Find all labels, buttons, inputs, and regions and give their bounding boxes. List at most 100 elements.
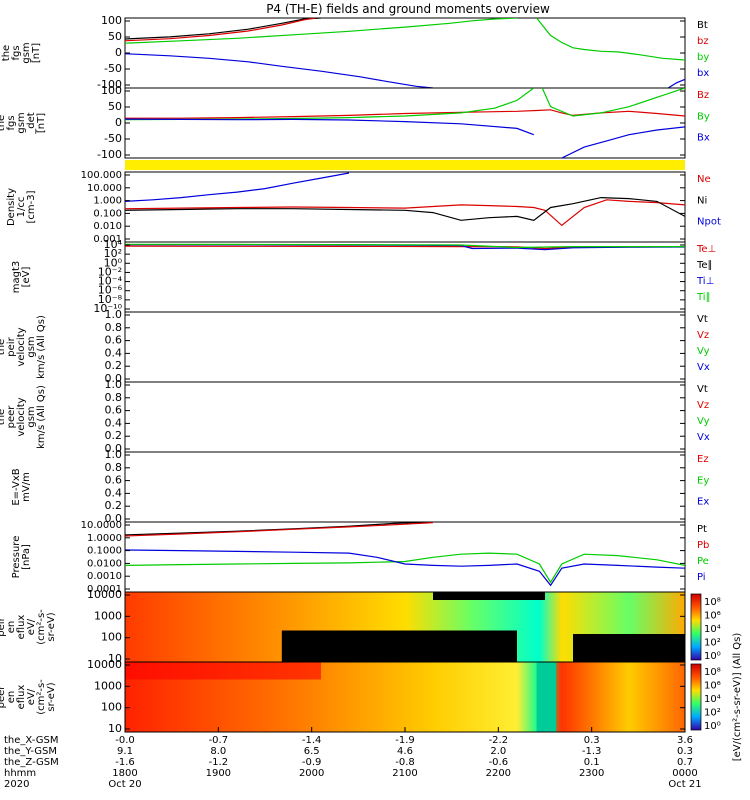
ytick-label-3-6: 10⁻⁸ (98, 293, 123, 306)
legend-7-0: Pt (697, 524, 707, 535)
series-pressure-Pb (125, 522, 434, 537)
panel-frame-5 (124, 381, 686, 453)
ylabel-line-1-0: the (0, 115, 7, 131)
ytick-label-1-4: -100 (97, 148, 122, 161)
ytick-label-6-0: 1.0 (105, 448, 123, 461)
ylabel-line-2-2: [cm-3] (26, 190, 37, 223)
colorbar-8 (690, 593, 702, 661)
xaxis-value-3-0: -1.9 (395, 735, 415, 746)
ylabel-line-5-3: gsm (26, 406, 37, 427)
ytick-label-7-4: 0.0010 (87, 571, 122, 582)
ylabel-line-9-4: eV/ (26, 688, 37, 705)
legend-5-2: Vy (697, 416, 710, 427)
colorbar-tick-8-2: 10⁴ (704, 624, 721, 635)
colorbar-tick-9-1: 10⁶ (704, 681, 721, 692)
ytick-label-5-3: 0.4 (105, 416, 123, 429)
ylabel-line-5-0: the (0, 409, 7, 425)
xaxis-value-1-3: 1900 (206, 768, 231, 779)
ytick-label-0-0: 100 (101, 14, 122, 27)
ytick-label-3-1: 10² (104, 247, 122, 260)
legend-5-3: Vx (697, 432, 710, 443)
panel-peer-en-eflux: 10000 1000 100 10 thepeerenefluxeV/(cm²-s-sr… (0, 658, 721, 735)
legend-7-1: Pb (697, 540, 709, 551)
legend-4-0: Vt (697, 314, 708, 325)
ytick-label-5-1: 0.8 (105, 391, 123, 404)
xaxis-value-4-0: -2.2 (489, 735, 509, 746)
ytick-label-1-0: 100 (101, 84, 122, 97)
legend-0-0: Bt (697, 20, 708, 31)
ytick-label-8-2: 100 (101, 631, 122, 644)
xaxis-value-2-2: -0.9 (302, 757, 322, 768)
ylabel-line-8-1: peir (0, 616, 7, 636)
ylabel-line-4-4: km/s (All Qs) (36, 315, 47, 379)
ylabel-line-8-4: eV/ (26, 618, 37, 635)
ytick-label-5-5: 0.0 (105, 442, 123, 455)
ytick-label-2-0: 100.000 (81, 170, 122, 181)
ytick-label-4-3: 0.4 (105, 346, 123, 359)
panel-peir-en-eflux: 10000 1000 100 10 thepeirenefluxeV/(cm²-s-sr… (0, 588, 743, 761)
panel-frame-1 (124, 87, 686, 159)
xaxis-value-0-1: 9.1 (117, 746, 133, 757)
ylabel-6: E=-VxB mV/m (11, 468, 32, 505)
legend-0-3: bx (697, 68, 709, 79)
ylabel-line-8-6: sr-eV) (46, 612, 57, 641)
ylabel-line-8-5: (cm²-s- (36, 609, 47, 645)
ylabel-0: the fgs gsm [nT] (1, 42, 42, 63)
ytick-label-4-4: 0.2 (105, 359, 123, 372)
ytick-label-7-1: 1.0000 (87, 533, 122, 544)
xaxis-value-0-0: -0.0 (115, 735, 135, 746)
series-pressure-Pe (125, 552, 685, 584)
xaxis-value-3-3: 2100 (392, 768, 417, 779)
ylabel-1: the fgs gsm _det [nT] (0, 112, 47, 135)
ylabel-line-4-0: the (0, 339, 7, 355)
xaxis-value-3-1: 4.6 (397, 746, 413, 757)
legend-0-1: bz (697, 36, 709, 47)
xaxis-value-6-2: 0.7 (677, 757, 693, 768)
ylabel-line-8-2: en (6, 621, 17, 634)
ylabel-2: Density 1/cc [cm-3] (6, 188, 37, 226)
colorbar-tick-8-1: 10⁶ (704, 611, 721, 622)
legend-2-0: Ne (697, 174, 711, 185)
colorbar-tick-8-4: 10⁰ (704, 651, 721, 662)
series-magt3-Ti∥ (125, 243, 685, 249)
series-pressure-Pi (125, 549, 685, 587)
xaxis-value-6-4: Oct 21 (668, 779, 701, 790)
ylabel-line-0-3: [nT] (31, 43, 42, 63)
ylabel-4: the peir velocity gsm km/s (All Qs) (0, 315, 47, 379)
ytick-label-3-2: 10⁰ (104, 256, 123, 269)
series-fgs-gsm-detrended-By-late (541, 88, 685, 117)
ytick-label-9-0: 10000 (87, 658, 122, 671)
ytick-label-9-1: 1000 (94, 679, 122, 692)
colorbar-9 (690, 663, 702, 731)
series-fgs-gsm-by-late (536, 18, 685, 61)
xaxis-row-label-1: the_Y-GSM (4, 746, 57, 757)
xaxis-value-5-1: -1.3 (582, 746, 602, 757)
ytick-label-0-4: -100 (97, 78, 122, 91)
ylabel-line-5-1: peer (6, 405, 17, 429)
spectrogram-dark-b (573, 634, 685, 662)
legend-1-0: Bz (697, 90, 709, 101)
ytick-label-7-5: 0.0001 (87, 584, 122, 595)
legend-3-3: Ti∥ (696, 292, 711, 303)
ytick-label-1-3: -50 (104, 132, 122, 145)
ytick-label-2-4: 0.010 (93, 221, 122, 232)
colorbar-tick-8-0: 10⁸ (704, 597, 721, 608)
colorbar-label-text: [eV/(cm²-s-sr-eV)] (All Qs) (732, 633, 743, 762)
ylabel-line-3-0: magt3 (11, 261, 22, 294)
ylabel-line-0-0: the (1, 45, 12, 61)
ylabel-line-6-0: E=-VxB (11, 468, 22, 505)
ytick-label-9-2: 100 (101, 701, 122, 714)
ytick-label-6-3: 0.4 (105, 486, 123, 499)
series-fgs-gsm-Bt (125, 18, 322, 40)
xaxis-value-1-0: -0.7 (209, 735, 229, 746)
series-fgs-gsm-bx-late (667, 78, 685, 88)
panel-fgs-gsm: 100 50 0 -50 -100 the fgs gsm [nT] Bt bz by bx (1, 14, 709, 91)
spectrogram-gap (536, 662, 557, 732)
panel-peer-velocity: 1.00.80.60.40.20.0 the peer velocity gsm km/s… (0, 378, 710, 455)
xaxis-value-6-1: 0.3 (677, 746, 693, 757)
ytick-label-4-0: 1.0 (105, 308, 123, 321)
xaxis-value-0-4: Oct 20 (108, 779, 141, 790)
ytick-label-6-2: 0.6 (105, 474, 123, 487)
